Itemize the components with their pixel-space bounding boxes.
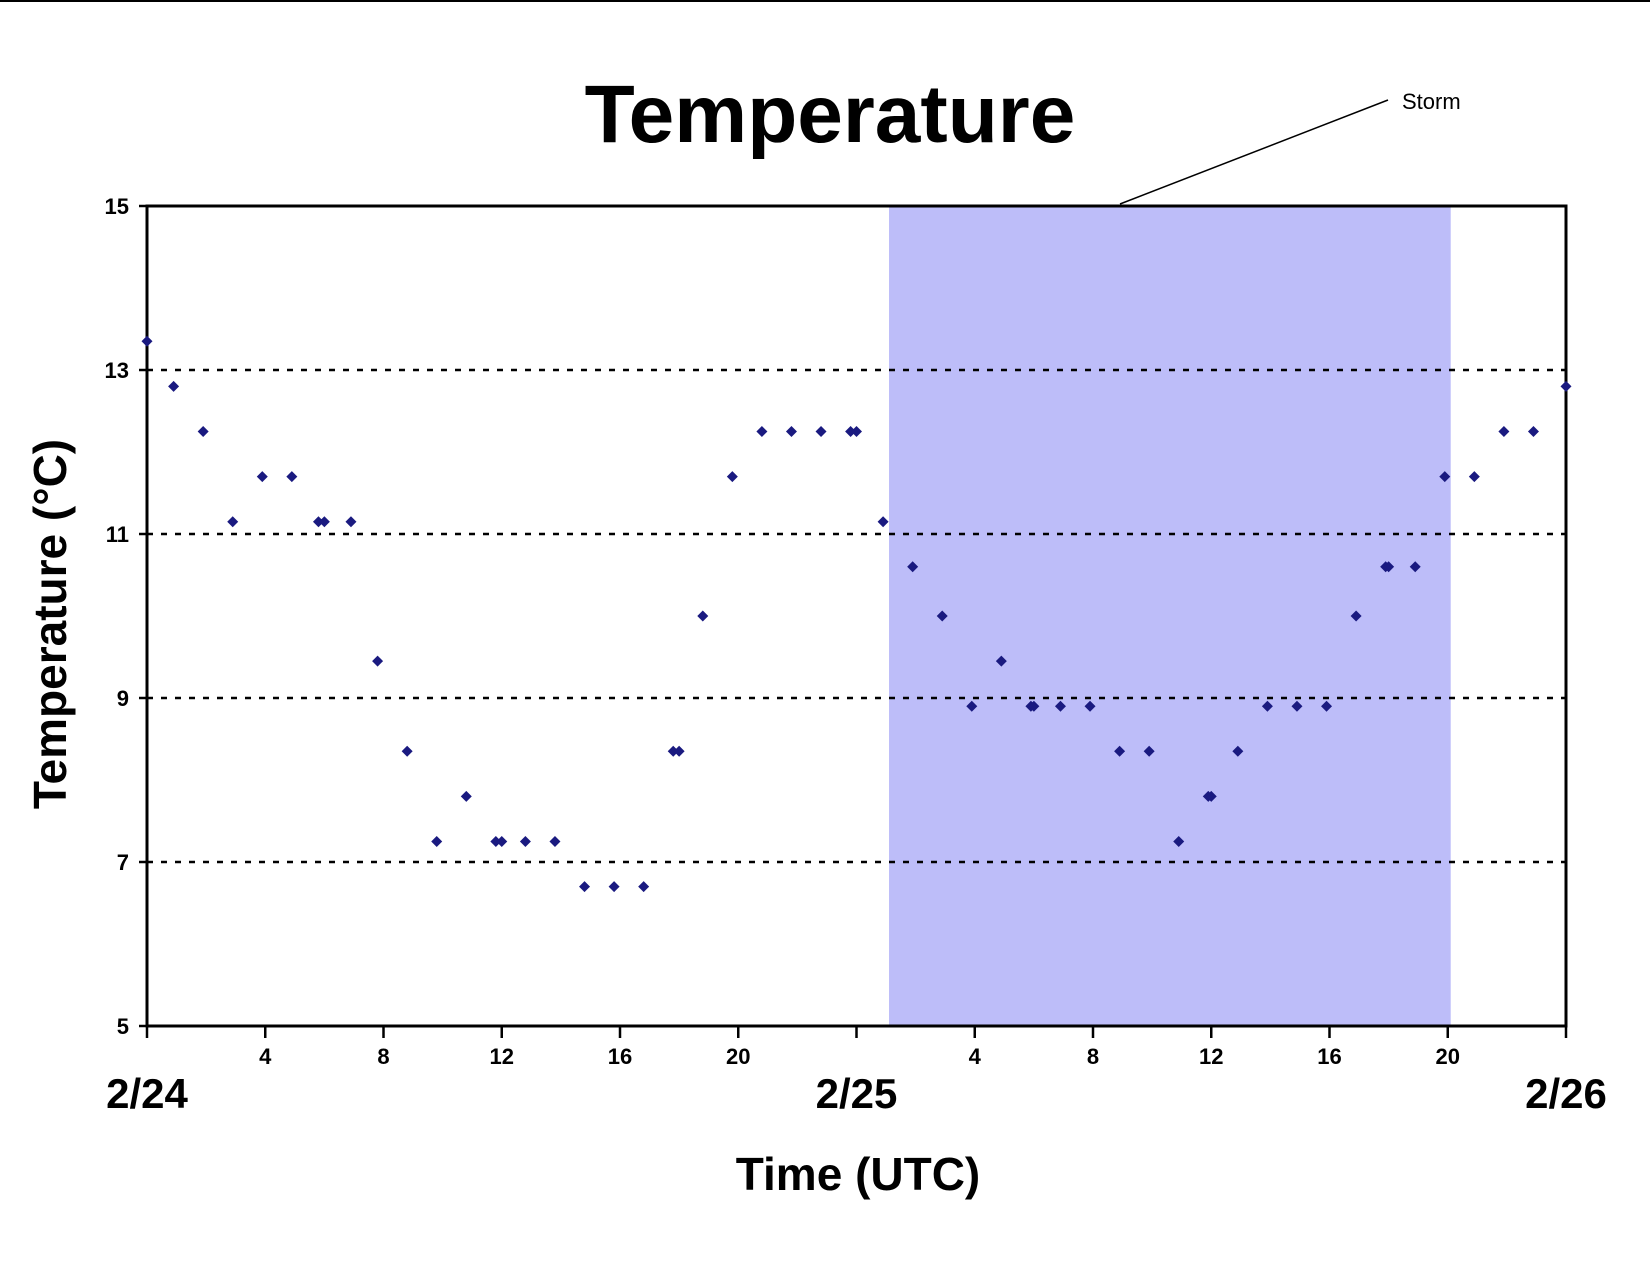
y-tick-label: 5: [117, 1014, 129, 1039]
y-tick-label: 11: [106, 522, 129, 547]
data-point: [1350, 610, 1362, 622]
data-point: [401, 745, 413, 757]
data-point: [312, 516, 324, 528]
storm-label: Storm: [1402, 89, 1461, 114]
data-point: [1114, 745, 1126, 757]
chart-title: Temperature: [585, 69, 1076, 160]
data-point: [1261, 700, 1273, 712]
data-point: [726, 471, 738, 483]
data-point: [845, 426, 857, 437]
data-point: [1468, 471, 1480, 483]
data-point: [490, 836, 502, 847]
data-point: [496, 836, 508, 847]
x-tick-label: 20: [1436, 1044, 1460, 1069]
data-point: [1205, 790, 1217, 802]
data-point: [227, 516, 239, 528]
data-point: [1560, 380, 1572, 392]
x-tick-label: 12: [490, 1044, 514, 1069]
storm-leader-line: [1119, 99, 1389, 205]
data-point: [877, 516, 889, 528]
data-point: [638, 881, 650, 893]
data-point: [1409, 561, 1421, 573]
y-tick-label: 15: [105, 194, 129, 219]
date-labels: 2/24 2/25 2/26: [106, 1070, 1607, 1117]
x-axis-ticks: 4 8 12 16 20 4 8 12 16 20: [145, 1026, 1568, 1069]
x-tick-label: 8: [1087, 1044, 1099, 1069]
data-point: [286, 471, 298, 483]
data-point: [667, 745, 679, 757]
x-tick-label: 16: [1317, 1044, 1341, 1069]
data-point: [197, 426, 209, 437]
data-point: [851, 426, 862, 437]
data-point: [673, 745, 685, 757]
data-point: [1232, 745, 1244, 757]
data-point: [1291, 700, 1303, 712]
x-tick-label: 20: [726, 1044, 750, 1069]
data-point: [785, 426, 797, 437]
data-point: [460, 790, 472, 802]
data-point: [519, 836, 531, 847]
data-point: [907, 561, 919, 573]
x-tick-label: 12: [1199, 1044, 1223, 1069]
date-label: 2/26: [1525, 1070, 1607, 1117]
data-point: [431, 836, 443, 847]
data-point: [1173, 836, 1185, 847]
data-point: [1498, 426, 1510, 437]
y-tick-label: 13: [105, 358, 129, 383]
date-label: 2/24: [106, 1070, 188, 1117]
data-point: [1527, 426, 1539, 437]
data-point: [608, 881, 620, 893]
data-point: [372, 655, 384, 667]
data-point: [756, 426, 768, 437]
x-tick-label: 4: [969, 1044, 982, 1069]
x-tick-label: 8: [377, 1044, 389, 1069]
date-label: 2/25: [816, 1070, 898, 1117]
data-point: [318, 516, 330, 528]
x-tick-label: 4: [259, 1044, 272, 1069]
x-axis-title: Time (UTC): [736, 1148, 981, 1200]
data-point: [1084, 700, 1096, 712]
data-point: [579, 881, 591, 893]
y-tick-label: 7: [117, 850, 129, 875]
data-point: [697, 610, 709, 622]
data-point: [1321, 700, 1333, 712]
data-point: [549, 836, 561, 847]
data-point: [168, 380, 180, 392]
data-point: [1054, 700, 1066, 712]
data-point: [1143, 745, 1155, 757]
data-point: [815, 426, 827, 437]
data-point: [1383, 561, 1395, 573]
storm-shaded-region: [889, 206, 1451, 1026]
top-border: [0, 0, 1650, 2]
x-tick-label: 16: [608, 1044, 632, 1069]
data-point: [1028, 700, 1040, 712]
y-tick-label: 9: [117, 686, 129, 711]
data-point: [936, 610, 948, 622]
data-point: [995, 655, 1007, 667]
data-point: [1439, 471, 1451, 483]
y-axis-ticks: 5 7 9 11 13 15: [105, 194, 147, 1039]
data-point: [966, 700, 978, 712]
data-point: [141, 335, 153, 347]
data-point: [345, 516, 357, 528]
data-points: [141, 335, 1572, 893]
y-axis-title: Temperature (°C): [24, 439, 76, 809]
data-point: [256, 471, 268, 483]
